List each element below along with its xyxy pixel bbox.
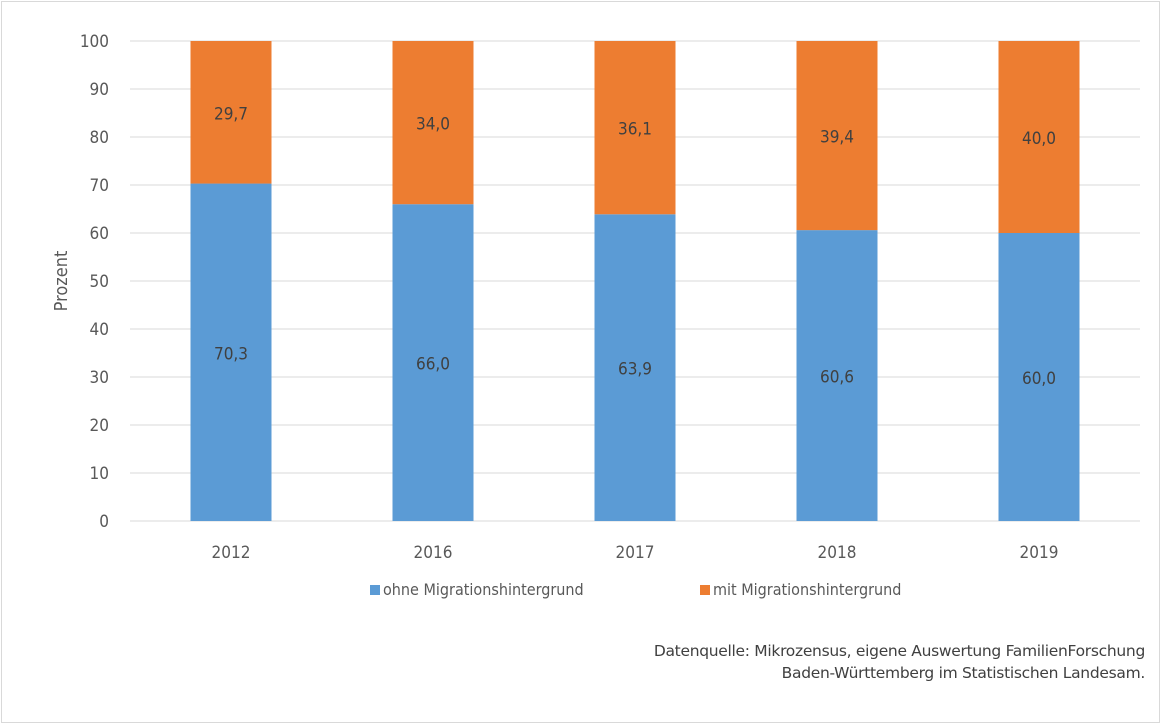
source-line-1: Datenquelle: Mikrozensus, eigene Auswert… [653, 642, 1145, 660]
y-tick-label: 0 [99, 512, 109, 532]
bar-segment-ohne [392, 204, 474, 521]
data-source-note: Datenquelle: Mikrozensus, eigene Auswert… [505, 640, 1145, 684]
y-tick-label: 10 [90, 464, 109, 484]
data-label: 34,0 [416, 115, 450, 135]
x-tick-label: 2016 [414, 543, 453, 563]
legend-label: mit Migrationshintergrund [713, 580, 901, 599]
data-label: 36,1 [618, 120, 652, 140]
y-axis-title: Prozent [51, 251, 72, 312]
x-tick-label: 2012 [212, 543, 251, 563]
data-label: 29,7 [214, 104, 248, 124]
data-label: 60,6 [820, 368, 854, 388]
y-tick-label: 30 [90, 368, 109, 388]
y-tick-label: 90 [90, 80, 109, 100]
bar-segment-ohne [998, 233, 1080, 521]
bar-segment-ohne [190, 183, 272, 521]
y-tick-label: 40 [90, 320, 109, 340]
bar-segment-ohne [796, 230, 878, 521]
data-label: 39,4 [820, 128, 854, 148]
bar-segment-mit [392, 41, 474, 205]
x-tick-label: 2019 [1020, 543, 1059, 563]
x-tick-label: 2017 [616, 543, 655, 563]
y-tick-label: 60 [90, 224, 109, 244]
bar-segment-mit [190, 41, 272, 184]
y-tick-label: 70 [90, 176, 109, 196]
data-label: 60,0 [1022, 369, 1056, 389]
data-label: 40,0 [1022, 129, 1056, 149]
legend-swatch [370, 585, 380, 595]
legend-swatch [700, 585, 710, 595]
bar-segment-mit [998, 41, 1080, 233]
x-tick-label: 2018 [818, 543, 857, 563]
data-label: 70,3 [214, 344, 248, 364]
y-tick-label: 50 [90, 272, 109, 292]
bar-segment-ohne [594, 214, 676, 521]
y-tick-label: 100 [80, 32, 109, 52]
bar-segment-mit [796, 41, 878, 231]
bar-segment-mit [594, 41, 676, 215]
y-tick-label: 80 [90, 128, 109, 148]
y-tick-label: 20 [90, 416, 109, 436]
source-line-2: Baden-Württemberg im Statistischen Lande… [781, 664, 1146, 682]
legend-label: ohne Migrationshintergrund [383, 580, 584, 599]
data-label: 63,9 [618, 360, 652, 380]
data-label: 66,0 [416, 355, 450, 375]
